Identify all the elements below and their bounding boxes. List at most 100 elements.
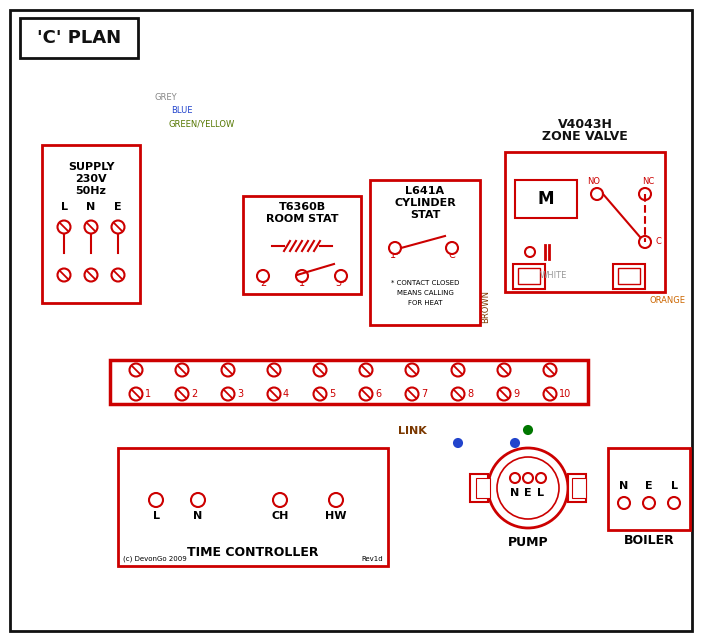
Circle shape — [511, 439, 519, 447]
Text: * CONTACT CLOSED: * CONTACT CLOSED — [391, 280, 459, 286]
Text: MEANS CALLING: MEANS CALLING — [397, 290, 453, 296]
Text: 'C' PLAN: 'C' PLAN — [37, 29, 121, 47]
Circle shape — [84, 269, 98, 281]
Text: N: N — [193, 511, 203, 521]
FancyBboxPatch shape — [110, 360, 588, 404]
Circle shape — [176, 388, 189, 401]
Text: WHITE: WHITE — [540, 271, 567, 280]
Text: L: L — [152, 511, 159, 521]
Circle shape — [359, 363, 373, 376]
Text: L: L — [538, 488, 545, 498]
Text: M: M — [538, 190, 555, 208]
Text: 9: 9 — [513, 389, 519, 399]
Circle shape — [543, 363, 557, 376]
FancyBboxPatch shape — [470, 474, 488, 502]
Circle shape — [523, 473, 533, 483]
Circle shape — [639, 188, 651, 200]
Circle shape — [497, 457, 559, 519]
Text: LINK: LINK — [397, 426, 426, 436]
Text: V4043H: V4043H — [557, 118, 612, 131]
Circle shape — [359, 388, 373, 401]
FancyBboxPatch shape — [613, 264, 645, 289]
Circle shape — [668, 497, 680, 509]
Circle shape — [406, 363, 418, 376]
Text: T6360B: T6360B — [279, 202, 326, 212]
Circle shape — [525, 247, 535, 257]
Text: 8: 8 — [467, 389, 473, 399]
Circle shape — [273, 493, 287, 507]
Circle shape — [149, 493, 163, 507]
Text: E: E — [645, 481, 653, 491]
FancyBboxPatch shape — [518, 268, 540, 284]
Text: GREEN/YELLOW: GREEN/YELLOW — [168, 119, 234, 128]
Circle shape — [543, 388, 557, 401]
Text: NC: NC — [642, 177, 654, 186]
Text: 3: 3 — [237, 389, 243, 399]
Text: 2: 2 — [191, 389, 197, 399]
Circle shape — [643, 497, 655, 509]
Text: 1: 1 — [145, 389, 151, 399]
Text: PUMP: PUMP — [508, 537, 548, 549]
Circle shape — [176, 363, 189, 376]
Circle shape — [267, 388, 281, 401]
FancyBboxPatch shape — [618, 268, 640, 284]
FancyBboxPatch shape — [568, 474, 586, 502]
Text: BROWN: BROWN — [481, 290, 490, 323]
Circle shape — [257, 270, 269, 282]
Text: ROOM STAT: ROOM STAT — [266, 214, 338, 224]
Circle shape — [58, 221, 70, 233]
Circle shape — [451, 388, 465, 401]
Circle shape — [84, 221, 98, 233]
FancyBboxPatch shape — [42, 145, 140, 303]
Text: 4: 4 — [283, 389, 289, 399]
FancyBboxPatch shape — [370, 180, 480, 325]
Text: 1*: 1* — [390, 250, 400, 260]
Circle shape — [454, 439, 462, 447]
Circle shape — [112, 269, 124, 281]
Text: BLUE: BLUE — [171, 106, 192, 115]
Circle shape — [536, 473, 546, 483]
Circle shape — [314, 363, 326, 376]
Text: CH: CH — [271, 511, 289, 521]
FancyBboxPatch shape — [513, 264, 545, 289]
Circle shape — [129, 388, 143, 401]
Text: N: N — [510, 488, 519, 498]
Text: N: N — [619, 481, 628, 491]
Circle shape — [267, 363, 281, 376]
Circle shape — [314, 388, 326, 401]
Circle shape — [329, 493, 343, 507]
Text: L: L — [670, 481, 677, 491]
Circle shape — [498, 388, 510, 401]
Text: 2: 2 — [260, 278, 266, 288]
Circle shape — [524, 426, 532, 434]
Circle shape — [389, 242, 401, 254]
Text: C: C — [655, 237, 661, 246]
Text: ORANGE: ORANGE — [650, 296, 686, 305]
Circle shape — [639, 236, 651, 248]
Text: TIME CONTROLLER: TIME CONTROLLER — [187, 545, 319, 558]
Circle shape — [296, 270, 308, 282]
Text: 10: 10 — [559, 389, 571, 399]
Circle shape — [488, 448, 568, 528]
Circle shape — [129, 363, 143, 376]
FancyBboxPatch shape — [608, 448, 690, 530]
Circle shape — [222, 388, 234, 401]
FancyBboxPatch shape — [476, 478, 490, 498]
Text: NO: NO — [588, 177, 600, 186]
Circle shape — [222, 363, 234, 376]
Text: Rev1d: Rev1d — [362, 556, 383, 562]
Circle shape — [451, 363, 465, 376]
Text: E: E — [114, 202, 122, 212]
Text: CYLINDER: CYLINDER — [394, 198, 456, 208]
Text: 3*: 3* — [336, 278, 347, 288]
Circle shape — [406, 388, 418, 401]
FancyBboxPatch shape — [515, 180, 577, 218]
Text: C: C — [449, 250, 456, 260]
Text: GREY: GREY — [154, 93, 177, 102]
Circle shape — [112, 221, 124, 233]
Text: 230V: 230V — [75, 174, 107, 184]
Circle shape — [498, 363, 510, 376]
FancyBboxPatch shape — [243, 196, 361, 294]
Text: N: N — [86, 202, 95, 212]
FancyBboxPatch shape — [10, 10, 692, 631]
